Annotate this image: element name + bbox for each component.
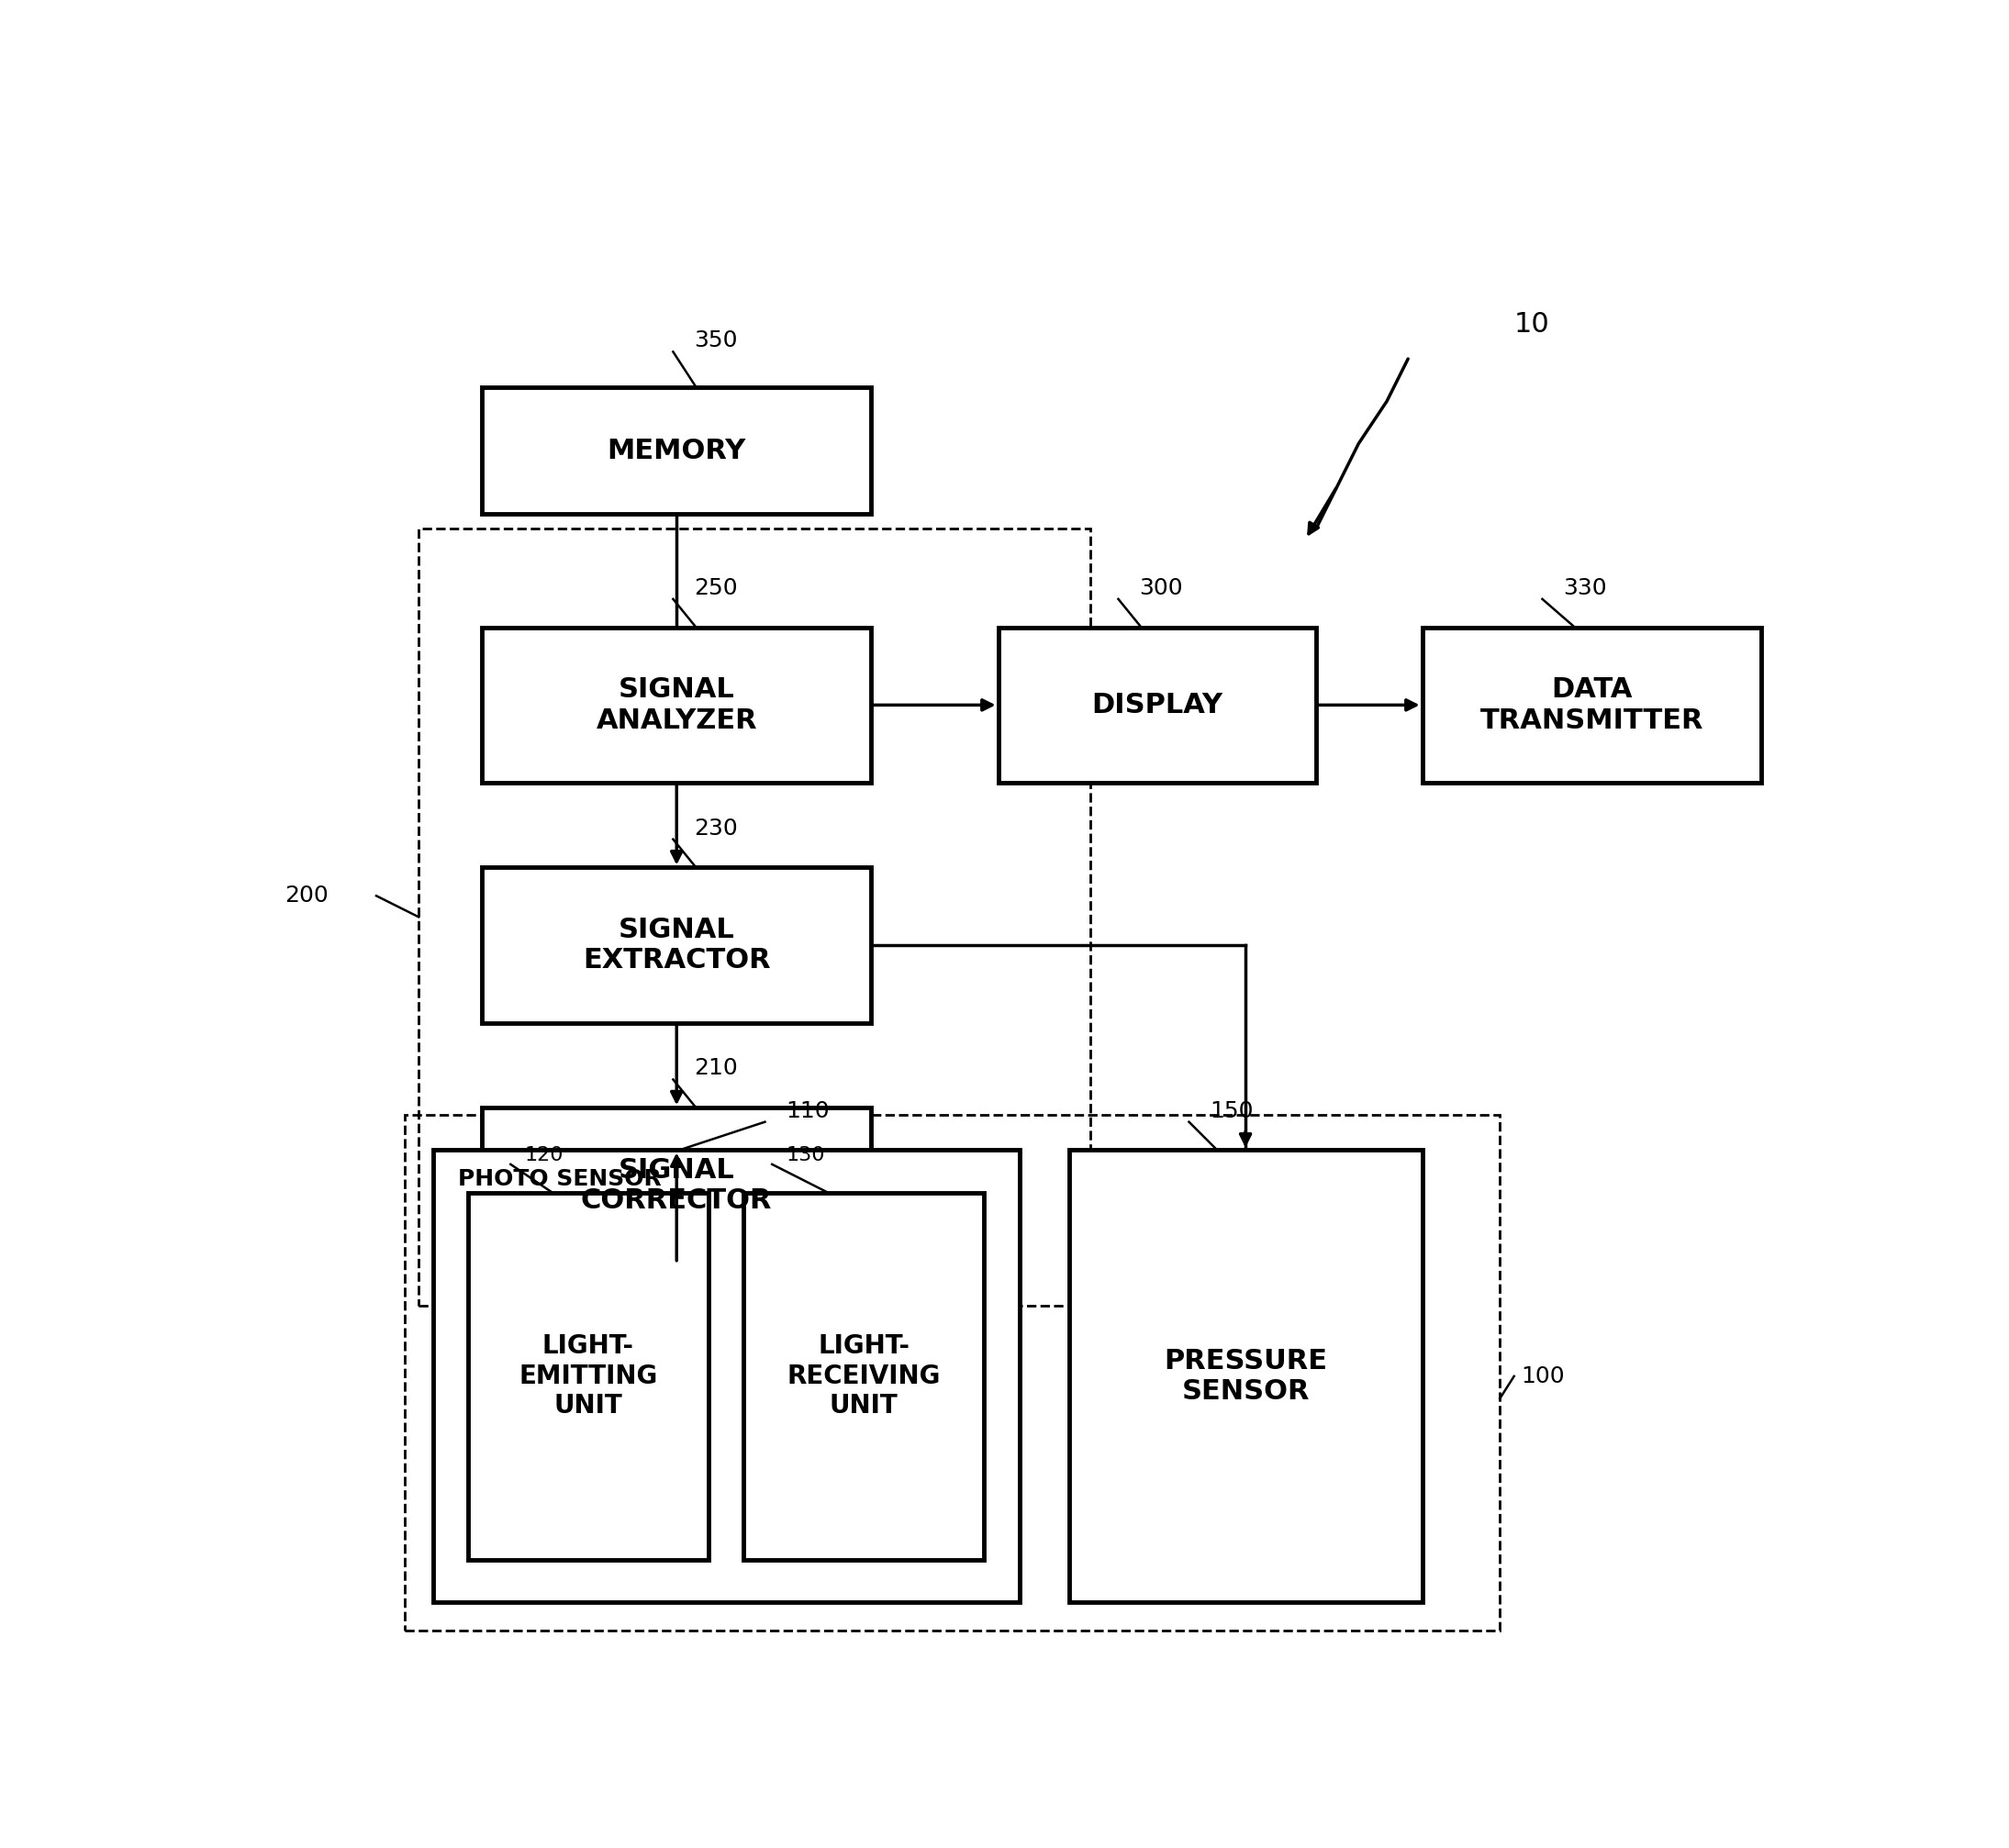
Text: 350: 350 (695, 329, 737, 351)
Bar (482, 1107, 872, 1264)
Bar (404, 1114, 1501, 1630)
Text: PHOTO SENSOR: PHOTO SENSOR (458, 1168, 661, 1190)
Bar (998, 626, 1316, 784)
Text: 110: 110 (786, 1100, 830, 1122)
Bar (418, 529, 1091, 1305)
Text: LIGHT-
EMITTING
UNIT: LIGHT- EMITTING UNIT (518, 1334, 657, 1419)
Text: 330: 330 (1563, 577, 1607, 599)
Bar (468, 1192, 709, 1560)
Text: SIGNAL
ANALYZER: SIGNAL ANALYZER (597, 676, 757, 734)
Text: 200: 200 (285, 885, 327, 907)
Bar (482, 386, 872, 514)
Bar (743, 1192, 984, 1560)
Bar (1069, 1149, 1422, 1602)
Text: 250: 250 (695, 577, 737, 599)
Text: 230: 230 (695, 817, 737, 839)
Text: 210: 210 (695, 1057, 737, 1079)
Text: DISPLAY: DISPLAY (1091, 691, 1223, 719)
Text: SIGNAL
CORRECTOR: SIGNAL CORRECTOR (581, 1157, 771, 1214)
Text: 10: 10 (1515, 310, 1549, 338)
Text: DATA
TRANSMITTER: DATA TRANSMITTER (1481, 676, 1704, 734)
Bar (482, 626, 872, 784)
Text: 130: 130 (786, 1146, 826, 1164)
Bar (1422, 626, 1762, 784)
Text: PRESSURE
SENSOR: PRESSURE SENSOR (1163, 1347, 1328, 1404)
Text: 100: 100 (1521, 1366, 1565, 1388)
Text: LIGHT-
RECEIVING
UNIT: LIGHT- RECEIVING UNIT (788, 1334, 940, 1419)
Text: 300: 300 (1139, 577, 1183, 599)
Text: SIGNAL
EXTRACTOR: SIGNAL EXTRACTOR (583, 917, 771, 974)
Text: MEMORY: MEMORY (607, 438, 745, 464)
Bar (432, 1149, 1019, 1602)
Text: 120: 120 (524, 1146, 565, 1164)
Bar (482, 867, 872, 1024)
Text: 150: 150 (1209, 1100, 1254, 1122)
